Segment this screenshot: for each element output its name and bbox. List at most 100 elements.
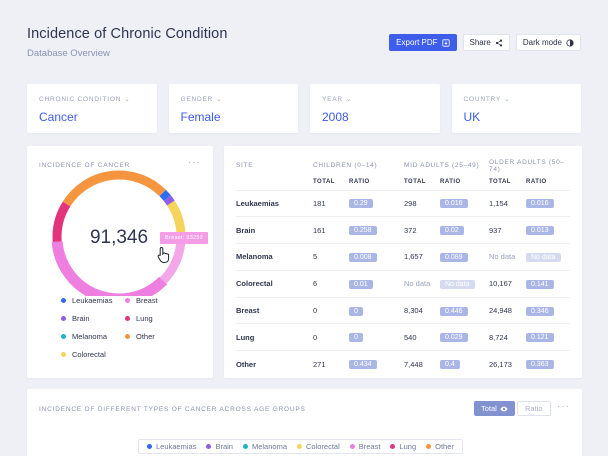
total-cell: 1,154 — [489, 189, 526, 217]
legend-label: Lung — [136, 314, 153, 323]
total-toggle-button[interactable]: Total — [474, 401, 515, 416]
donut-tooltip: Breast: 33252 — [160, 232, 209, 244]
sub-header-empty — [236, 175, 313, 190]
ratio-pill: 0.258 — [349, 226, 377, 236]
total-cell: 0 — [313, 296, 349, 324]
age-legend-item-colorectal[interactable]: Colorectal — [297, 442, 340, 451]
age-legend-item-lung[interactable]: Lung — [390, 442, 416, 451]
ratio-cell: 0.446 — [440, 296, 489, 324]
chevron-down-icon: ⌄ — [504, 96, 511, 103]
incidence-table: SITE CHILDREN (0–14) MID ADULTS (25–49) … — [236, 156, 570, 378]
legend-item-lung[interactable]: Lung — [125, 314, 189, 323]
export-pdf-button[interactable]: Export PDF — [389, 34, 457, 51]
donut-slice-brain[interactable] — [163, 195, 175, 206]
donut-slice-other[interactable] — [62, 170, 166, 207]
donut-slice-lung[interactable] — [52, 201, 71, 243]
ratio-pill: 0.016 — [526, 199, 554, 209]
share-button[interactable]: Share — [462, 34, 510, 51]
site-cell: Brain — [236, 216, 313, 244]
sub-header-ratio: RATIO — [440, 179, 461, 186]
more-options-icon[interactable]: ··· — [557, 401, 570, 412]
legend-item-melanoma[interactable]: Melanoma — [61, 332, 125, 341]
ratio-pill: 0.346 — [526, 306, 554, 316]
total-cell: 8,304 — [404, 296, 440, 324]
total-cell: 540 — [404, 323, 440, 351]
sub-header-total: TOTAL — [489, 179, 511, 186]
total-cell: 0 — [313, 323, 349, 351]
ratio-pill: 0.029 — [440, 333, 468, 343]
table-row: Leukaemias 181 0.29 298 0.016 1,154 0.016 — [236, 189, 570, 217]
donut-slice-leukaemias[interactable] — [159, 189, 171, 201]
hand-cursor-icon — [157, 246, 170, 263]
legend-dot — [242, 444, 248, 449]
total-cell: 6 — [313, 269, 349, 298]
ratio-cell: 0.008 — [349, 243, 404, 271]
table-row: Lung 0 0 540 0.029 8,724 0.121 — [236, 323, 570, 351]
donut-slice-colorectal[interactable] — [159, 241, 186, 284]
legend-dot — [61, 316, 66, 321]
filter-chronic-condition[interactable]: CHRONIC CONDITION ⌄ Cancer — [27, 84, 157, 133]
donut-legend: Leukaemias Breast Brain Lung Melanoma Other Co… — [61, 296, 189, 359]
filter-label: CHRONIC CONDITION ⌄ — [39, 95, 145, 104]
table-row: Melanoma 5 0.008 1,657 0.089 No data No data — [236, 243, 570, 271]
total-cell: 372 — [404, 216, 440, 244]
site-cell: Melanoma — [236, 243, 313, 271]
age-groups-legend: Leukaemias Brain Melanoma Colorectal Breast L… — [138, 439, 463, 454]
legend-item-other[interactable]: Other — [125, 332, 189, 341]
ratio-toggle-button[interactable]: Ratio — [517, 401, 551, 416]
donut-total: 91,346 — [90, 227, 148, 248]
ratio-pill: 0.363 — [526, 360, 554, 370]
total-cell: 5 — [313, 243, 349, 271]
total-cell: 24,948 — [489, 296, 526, 324]
dark-mode-button[interactable]: Dark mode — [515, 34, 581, 51]
sub-header-total: TOTAL — [404, 179, 426, 186]
more-options-icon[interactable]: ··· — [188, 157, 201, 168]
legend-item-breast[interactable]: Breast — [125, 296, 189, 305]
legend-dot — [61, 334, 66, 339]
ratio-pill: 0 — [349, 333, 363, 343]
legend-item-colorectal[interactable]: Colorectal — [61, 350, 125, 359]
age-legend-item-other[interactable]: Other — [426, 442, 454, 451]
age-legend-item-breast[interactable]: Breast — [349, 442, 380, 451]
donut-chart: 91,346 — [51, 170, 186, 296]
ratio-pill: 0.016 — [440, 199, 468, 209]
total-toggle-label: Total — [481, 404, 497, 413]
chevron-down-icon: ⌄ — [124, 96, 131, 103]
filter-label-text: YEAR — [322, 95, 343, 103]
filter-value: Female — [180, 110, 221, 124]
ratio-pill: 0.141 — [526, 279, 554, 289]
donut-slice-breast[interactable] — [51, 241, 168, 296]
age-legend-item-leukaemias[interactable]: Leukaemias — [147, 442, 196, 451]
incidence-table-card: SITE CHILDREN (0–14) MID ADULTS (25–49) … — [224, 146, 582, 378]
legend-item-leukaemias[interactable]: Leukaemias — [61, 296, 125, 305]
total-cell: No data — [404, 269, 440, 298]
ratio-cell: 0 — [349, 323, 404, 351]
chevron-down-icon: ⌄ — [345, 96, 353, 103]
filter-bar: CHRONIC CONDITION ⌄ Cancer GENDER ⌄ Female… — [27, 84, 581, 133]
ratio-cell: 0.016 — [440, 189, 489, 217]
filter-gender[interactable]: GENDER ⌄ Female — [168, 84, 298, 133]
age-legend-item-melanoma[interactable]: Melanoma — [242, 442, 287, 451]
total-cell: 298 — [404, 189, 440, 217]
filter-year[interactable]: YEAR ⌄ 2008 — [310, 84, 440, 133]
dark-mode-label: Dark mode — [522, 38, 562, 47]
ratio-cell: 0.4 — [440, 350, 489, 378]
legend-label: Leukaemias — [72, 296, 113, 305]
age-legend-item-brain[interactable]: Brain — [206, 442, 233, 451]
ratio-cell: 0.02 — [440, 216, 489, 244]
ratio-pill: 0.008 — [349, 252, 377, 262]
ratio-cell: 0.016 — [526, 189, 570, 217]
total-cell: 1,657 — [404, 243, 440, 271]
ratio-cell: 0.029 — [440, 323, 489, 351]
filter-country[interactable]: COUNTRY ⌄ UK — [451, 84, 581, 133]
ratio-pill: No data — [526, 252, 561, 262]
ratio-pill: 0.01 — [349, 279, 373, 289]
ratio-pill: 0.013 — [526, 226, 554, 236]
legend-item-brain[interactable]: Brain — [61, 314, 125, 323]
site-cell: Leukaemias — [236, 189, 313, 217]
ratio-cell: 0.258 — [349, 216, 404, 244]
legend-label: Lung — [399, 442, 417, 451]
table-row: Brain 161 0.258 372 0.02 937 0.013 — [236, 216, 570, 244]
legend-label: Colorectal — [306, 442, 340, 451]
ratio-pill: 0.121 — [526, 333, 554, 343]
